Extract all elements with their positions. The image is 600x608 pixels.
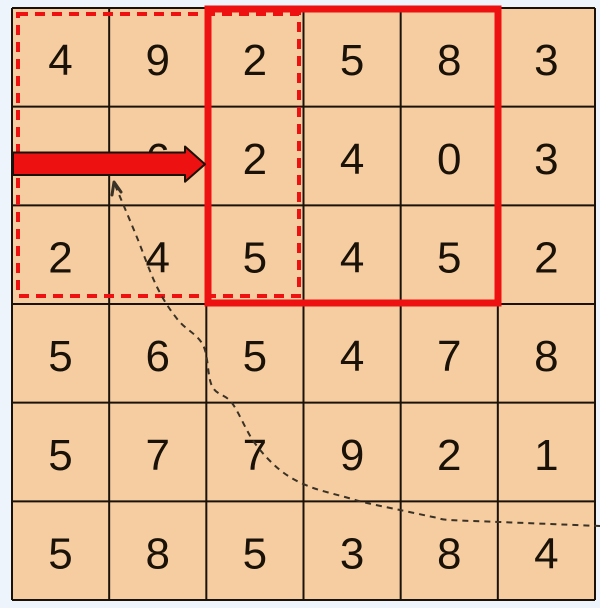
svg-text:4: 4 <box>145 234 169 283</box>
svg-text:4: 4 <box>340 135 364 184</box>
svg-text:4: 4 <box>340 234 364 283</box>
svg-text:0: 0 <box>437 135 461 184</box>
svg-text:5: 5 <box>48 332 72 381</box>
svg-text:7: 7 <box>437 332 461 381</box>
svg-text:2: 2 <box>243 36 267 85</box>
svg-text:4: 4 <box>48 36 72 85</box>
svg-text:2: 2 <box>48 234 72 283</box>
svg-text:4: 4 <box>340 332 364 381</box>
svg-text:8: 8 <box>534 332 558 381</box>
svg-text:2: 2 <box>437 431 461 480</box>
svg-text:9: 9 <box>145 36 169 85</box>
svg-text:4: 4 <box>534 530 558 579</box>
svg-text:2: 2 <box>534 234 558 283</box>
svg-text:7: 7 <box>145 431 169 480</box>
svg-text:6: 6 <box>145 332 169 381</box>
svg-text:7: 7 <box>243 431 267 480</box>
svg-text:8: 8 <box>145 530 169 579</box>
svg-text:5: 5 <box>437 234 461 283</box>
svg-text:3: 3 <box>534 135 558 184</box>
svg-text:1: 1 <box>534 431 558 480</box>
svg-text:5: 5 <box>243 234 267 283</box>
svg-text:8: 8 <box>437 36 461 85</box>
svg-text:9: 9 <box>340 431 364 480</box>
svg-text:5: 5 <box>48 530 72 579</box>
svg-text:2: 2 <box>243 135 267 184</box>
svg-text:5: 5 <box>243 530 267 579</box>
svg-text:3: 3 <box>534 36 558 85</box>
svg-text:3: 3 <box>340 530 364 579</box>
svg-text:5: 5 <box>340 36 364 85</box>
svg-text:5: 5 <box>48 431 72 480</box>
svg-text:5: 5 <box>243 332 267 381</box>
svg-text:8: 8 <box>437 530 461 579</box>
